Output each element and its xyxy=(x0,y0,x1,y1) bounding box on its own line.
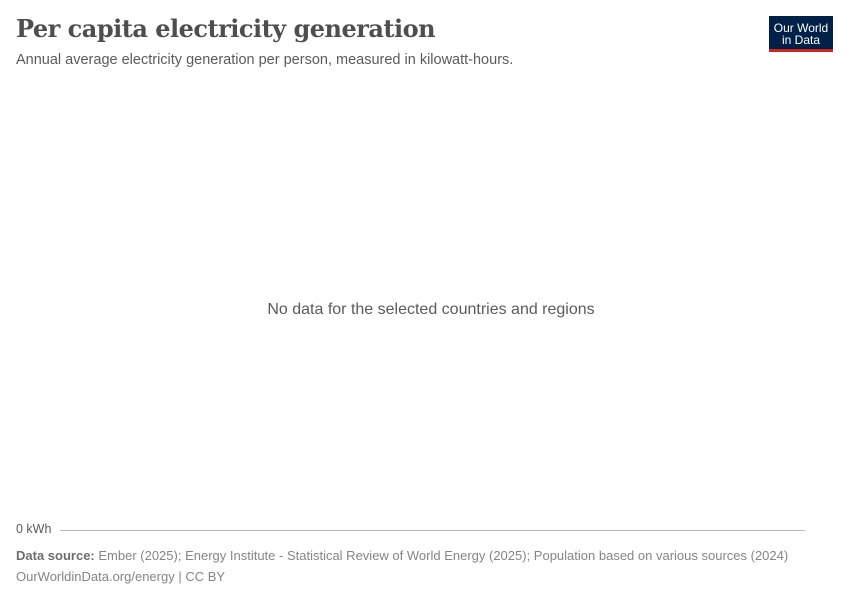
chart-subtitle: Annual average electricity generation pe… xyxy=(16,52,514,68)
logo-line-2: in Data xyxy=(781,32,821,47)
source-label: Data source: xyxy=(16,548,95,563)
footer-link: OurWorldinData.org/energy | CC BY xyxy=(16,569,225,584)
url-link[interactable]: OurWorldinData.org/energy xyxy=(16,569,175,584)
chart-title: Per capita electricity generation xyxy=(16,14,436,43)
y-tick-label: 0 kWh xyxy=(16,522,52,536)
license-text: | CC BY xyxy=(174,569,226,584)
owid-logo[interactable]: Our World in Data xyxy=(769,16,833,52)
no-data-message: No data for the selected countries and r… xyxy=(267,301,595,318)
logo-line-1: Our World xyxy=(773,20,829,35)
source-text: Ember (2025); Energy Institute - Statist… xyxy=(94,548,789,563)
x-axis-line xyxy=(60,530,805,531)
data-source: Data source: Ember (2025); Energy Instit… xyxy=(16,548,788,563)
